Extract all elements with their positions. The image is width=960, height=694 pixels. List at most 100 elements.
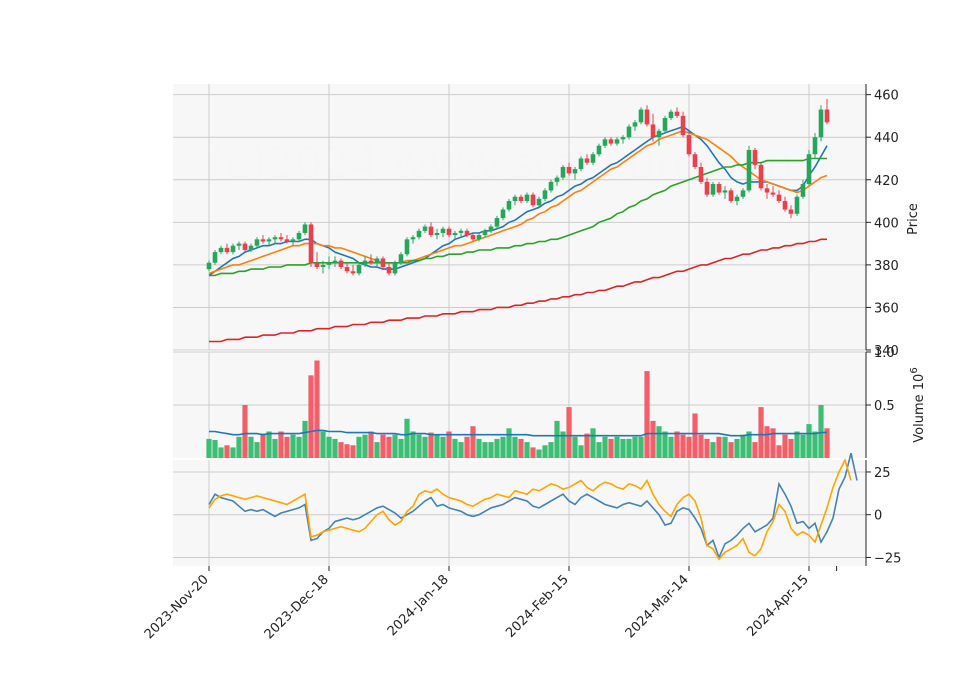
- candle-body: [404, 239, 410, 255]
- candle-body: [818, 109, 824, 138]
- volume-bar: [302, 420, 308, 458]
- candle-body: [218, 247, 224, 253]
- volume-bar: [584, 433, 590, 458]
- volume-bar: [494, 438, 500, 458]
- volume-bar: [614, 436, 620, 458]
- x-tick-label: 2024-Apr-15: [744, 572, 811, 639]
- candle-body: [614, 139, 620, 144]
- candle-body: [266, 239, 272, 242]
- candle-body: [512, 196, 518, 202]
- volume-bar: [644, 371, 650, 458]
- price-tick-label: 400: [874, 216, 899, 231]
- candle-body: [488, 226, 494, 231]
- oscillator-line-0: [208, 453, 858, 560]
- x-tick-label: 2023-Nov-20: [142, 572, 212, 642]
- candle-body: [620, 137, 626, 140]
- volume-bar: [770, 428, 776, 458]
- candle-body: [554, 177, 560, 182]
- candle-body: [440, 228, 446, 233]
- volume-bar: [668, 436, 674, 458]
- volume-bar: [242, 405, 248, 458]
- candle-body: [812, 137, 818, 155]
- volume-bar: [458, 442, 464, 458]
- volume-bar: [818, 405, 824, 458]
- volume-bar: [566, 407, 572, 458]
- volume-bar: [536, 449, 542, 458]
- candle-body: [476, 235, 482, 240]
- volume-bar: [548, 442, 554, 458]
- volume-bar: [392, 434, 398, 458]
- candle-body: [824, 109, 830, 123]
- candle-body: [806, 154, 812, 185]
- candle-body: [470, 235, 476, 240]
- volume-bar: [386, 436, 392, 458]
- candle-body: [494, 218, 500, 227]
- volume-bar: [446, 431, 452, 458]
- candle-body: [674, 111, 680, 116]
- volume-bar: [428, 432, 434, 458]
- candle-body: [680, 115, 686, 136]
- candle-body: [530, 194, 536, 206]
- candle-body: [728, 190, 734, 202]
- volume-bar: [524, 442, 530, 458]
- volume-axis-label-exponent: 6: [909, 367, 920, 373]
- volume-bar: [470, 426, 476, 458]
- candle-body: [242, 243, 248, 250]
- candle-body: [392, 262, 398, 274]
- candle-body: [350, 271, 356, 274]
- candle-body: [524, 194, 530, 202]
- candle-body: [302, 224, 308, 233]
- volume-bar: [320, 431, 326, 458]
- candle-body: [656, 130, 662, 138]
- volume-bar: [236, 436, 242, 458]
- candle-body: [782, 201, 788, 210]
- candle-body: [386, 267, 392, 274]
- volume-bar: [476, 438, 482, 458]
- candle-body: [794, 196, 800, 214]
- volume-bar: [824, 428, 830, 458]
- price-axis-label: Price: [906, 203, 921, 235]
- volume-bar: [416, 434, 422, 458]
- candle-body: [734, 196, 740, 202]
- candle-body: [752, 149, 758, 165]
- volume-bar: [734, 438, 740, 458]
- volume-bar: [710, 442, 716, 458]
- candle-body: [254, 239, 260, 246]
- volume-bar: [278, 431, 284, 458]
- candle-body: [764, 188, 770, 193]
- volume-bar: [806, 424, 812, 458]
- volume-bar: [488, 442, 494, 458]
- volume-bar: [572, 436, 578, 458]
- price-ma-line-2: [209, 157, 827, 277]
- candle-body: [248, 245, 254, 250]
- candle-body: [746, 149, 752, 191]
- oscillator-tick-label: −25: [874, 551, 901, 566]
- candle-body: [428, 226, 434, 236]
- volume-bar: [212, 439, 218, 458]
- oscillator-tick-label: 0: [874, 509, 882, 524]
- candle-body: [278, 237, 284, 240]
- candle-body: [638, 109, 644, 123]
- candle-body: [236, 243, 242, 246]
- candle-body: [272, 237, 278, 240]
- volume-bar: [728, 442, 734, 458]
- candle-body: [584, 158, 590, 163]
- candle-body: [722, 190, 728, 193]
- volume-bar: [464, 436, 470, 458]
- candle-body: [284, 239, 290, 242]
- candle-body: [560, 166, 566, 178]
- volume-bar: [440, 436, 446, 458]
- volume-axis-label-text: Volume 10: [912, 374, 927, 443]
- volume-bar: [284, 436, 290, 458]
- candle-body: [290, 239, 296, 242]
- volume-bar: [764, 426, 770, 458]
- candle-body: [788, 209, 794, 214]
- candle-body: [590, 154, 596, 163]
- candle-body: [206, 262, 212, 270]
- candle-body: [452, 232, 458, 236]
- volume-bar: [230, 447, 236, 458]
- volume-axis-label-group: Volume 106: [909, 367, 927, 442]
- oscillator-panel-bg: [173, 460, 866, 566]
- volume-bar: [518, 438, 524, 458]
